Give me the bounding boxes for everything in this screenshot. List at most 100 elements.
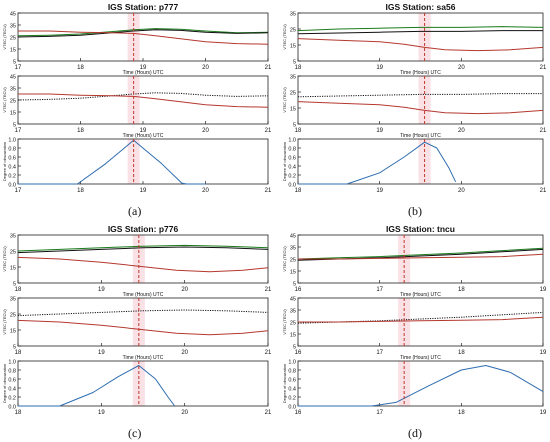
eclipse-shade (132, 298, 145, 346)
x-tick-label: 19 (540, 410, 547, 416)
x-tick-label: 17 (376, 410, 383, 416)
y-tick-label: 0.6 (8, 156, 16, 162)
y-tick-label: 0.8 (288, 369, 296, 375)
y-tick-label: 5 (293, 60, 296, 66)
x-tick-label: 21 (540, 128, 547, 134)
y-tick-label: 15 (290, 44, 296, 50)
y-tick-label: 0.4 (288, 387, 296, 393)
series-line-black (297, 30, 543, 35)
x-tick-label: 19 (98, 410, 105, 416)
y-tick-label: 45 (10, 75, 16, 81)
series-line-red (298, 253, 544, 260)
x-tick-label: 20 (181, 287, 188, 293)
y-tick-label: 1.0 (288, 138, 296, 144)
y-tick-label: 15 (10, 111, 16, 117)
x-tick-label: 19 (140, 128, 147, 134)
y-tick-label: 35 (290, 309, 296, 315)
x-tick-label: 17 (376, 350, 383, 356)
y-axis-label: VTEC (TECU) (2, 87, 7, 113)
y-tick-label: 0.2 (8, 396, 16, 402)
x-tick-label: 18 (15, 410, 22, 416)
panel-label-b: (b) (408, 204, 422, 218)
x-axis-label: Time (Hours) UTC (400, 133, 441, 139)
series-line-black-dotted (17, 309, 269, 317)
series-line-red (17, 319, 269, 336)
axes-frame (17, 297, 269, 347)
series-line-red (18, 30, 269, 45)
y-axis-label: Degree of obscuration (2, 364, 7, 403)
x-axis-label: Time (Hours) UTC (123, 133, 164, 139)
y-tick-label: 45 (10, 12, 16, 18)
series-line-green (297, 247, 544, 260)
axes-frame (297, 75, 544, 125)
y-tick-label: 0.2 (8, 174, 16, 180)
y-tick-label: 15 (10, 48, 16, 54)
chart-title: IGS Station: p776 (108, 224, 179, 234)
y-tick-label: 5 (293, 282, 296, 288)
x-tick-label: 17 (15, 65, 22, 71)
y-tick-label: 45 (290, 297, 296, 303)
obscuration-line (298, 141, 457, 185)
x-tick-label: 18 (77, 65, 84, 71)
series-line-red (297, 38, 544, 52)
x-tick-label: 20 (458, 188, 465, 194)
y-tick-label: 5 (13, 282, 16, 288)
x-axis-label: Time (Hours) UTC (123, 292, 164, 298)
y-axis-label: Degree of obscuration (2, 142, 7, 181)
chart-title: IGS Station: tncu (386, 224, 455, 234)
x-axis-label: Time (Hours) UTC (123, 355, 164, 361)
y-tick-label: 25 (10, 250, 16, 256)
y-tick-label: 35 (290, 75, 296, 81)
series-line-green (297, 26, 544, 32)
y-tick-label: 35 (290, 12, 296, 18)
y-tick-label: 0.0 (288, 183, 296, 189)
x-tick-label: 16 (295, 410, 302, 416)
x-tick-label: 19 (98, 287, 105, 293)
x-tick-label: 21 (265, 287, 272, 293)
x-tick-label: 20 (202, 188, 209, 194)
y-tick-label: 0.4 (8, 387, 16, 393)
series-line-black (17, 29, 269, 38)
y-tick-label: 25 (290, 28, 296, 34)
x-tick-label: 21 (265, 188, 272, 194)
y-tick-label: 45 (290, 234, 296, 240)
y-tick-label: 15 (290, 107, 296, 113)
y-axis-label: VTEC (TECU) (282, 246, 287, 272)
axes-frame (17, 75, 269, 125)
x-tick-label: 18 (458, 410, 465, 416)
x-tick-label: 21 (540, 188, 547, 194)
y-tick-label: 1.0 (8, 360, 16, 366)
y-tick-label: 0.4 (8, 165, 16, 171)
y-tick-label: 1.0 (288, 360, 296, 366)
x-tick-label: 18 (77, 128, 84, 134)
x-tick-label: 19 (140, 65, 147, 71)
x-tick-label: 19 (540, 287, 547, 293)
x-axis-label: Time (Hours) UTC (400, 292, 441, 298)
y-tick-label: 35 (10, 297, 16, 303)
y-tick-label: 0.0 (288, 405, 296, 411)
y-tick-label: 0.0 (8, 183, 16, 189)
eclipse-shade (418, 13, 431, 61)
y-tick-label: 0.4 (288, 165, 296, 171)
series-line-black (17, 246, 269, 254)
y-axis-label: VTEC (TECU) (2, 24, 7, 50)
y-tick-label: 35 (10, 24, 16, 30)
x-tick-label: 21 (265, 410, 272, 416)
y-tick-label: 35 (10, 234, 16, 240)
y-tick-label: 0.6 (8, 378, 16, 384)
x-tick-label: 16 (295, 350, 302, 356)
y-tick-label: 35 (10, 87, 16, 93)
series-line-green (17, 28, 269, 37)
axes-frame (17, 234, 269, 284)
eclipse-shade (132, 235, 145, 283)
x-tick-label: 18 (295, 128, 302, 134)
y-tick-label: 0.0 (8, 405, 16, 411)
eclipse-shade (127, 76, 140, 124)
y-axis-label: VTEC (TECU) (282, 87, 287, 113)
eclipse-shade (127, 13, 140, 61)
x-tick-label: 19 (376, 128, 383, 134)
x-tick-label: 21 (265, 128, 272, 134)
axes-frame (17, 360, 269, 407)
series-line-red (297, 101, 544, 115)
